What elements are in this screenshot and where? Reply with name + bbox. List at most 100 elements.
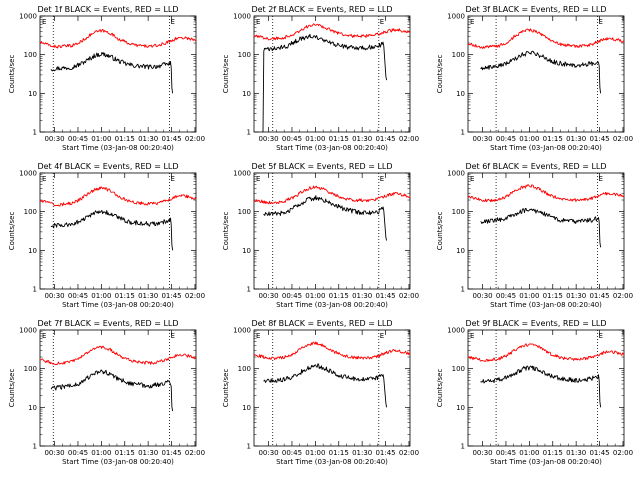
x-tick-label: 01:00 (91, 449, 111, 457)
panel-title: Det 5f BLACK = Events, RED = LLD (251, 162, 392, 171)
y-tick-label: 100 (238, 51, 251, 59)
x-tick-label: 02:00 (185, 292, 205, 300)
x-axis-label: Start Time (03-Jan-08 00:20:40) (62, 458, 174, 466)
y-tick-label: 1 (33, 129, 37, 137)
y-tick-label: 100 (452, 208, 465, 216)
x-tick-label: 01:00 (305, 135, 325, 143)
panel-title: Det 3f BLACK = Events, RED = LLD (465, 5, 606, 14)
x-tick-label: 01:30 (138, 449, 158, 457)
x-tick-label: 02:00 (399, 449, 419, 457)
x-tick-label: 01:00 (91, 135, 111, 143)
x-tick-label: 01:00 (305, 292, 325, 300)
x-tick-label: 00:45 (68, 292, 88, 300)
x-tick-label: 00:30 (472, 135, 492, 143)
series-lld-line (39, 186, 197, 207)
series-lld-line (253, 23, 411, 41)
series-lld-line (254, 341, 411, 361)
x-tick-label: 01:45 (375, 135, 395, 143)
x-tick-label: 01:30 (352, 292, 372, 300)
event-marker-label: E (380, 18, 384, 26)
series-events-line (50, 369, 174, 412)
panel-det-6: Det 6f BLACK = Events, RED = LLD 1 10 100 10… (436, 162, 633, 309)
panel-det-2: Det 2f BLACK = Events, RED = LLD 1 10 100 10… (222, 5, 419, 152)
x-tick-label: 02:00 (613, 135, 633, 143)
y-tick-label: 100 (24, 208, 37, 216)
y-tick-label: 10 (28, 247, 37, 255)
x-axis-label: Start Time (03-Jan-08 00:20:40) (276, 301, 388, 309)
event-marker-label: E (598, 18, 602, 26)
x-tick-label: 00:30 (258, 292, 278, 300)
y-tick-label: 10 (28, 404, 37, 412)
series-events-line (480, 50, 602, 94)
x-axis-label: Start Time (03-Jan-08 00:20:40) (62, 301, 174, 309)
series-events-line (262, 33, 388, 133)
x-tick-label: 01:15 (329, 135, 349, 143)
x-tick-label: 01:45 (161, 449, 181, 457)
x-tick-label: 02:00 (399, 135, 419, 143)
y-tick-label: 1000 (233, 13, 251, 21)
panel-det-7: Det 7f BLACK = Events, RED = LLD 1 10 100 10… (8, 319, 205, 466)
x-axis-label: Start Time (03-Jan-08 00:20:40) (490, 144, 602, 152)
y-tick-label: 10 (28, 90, 37, 98)
x-tick-label: 02:00 (399, 292, 419, 300)
y-axis-label: Counts/sec (8, 55, 16, 94)
series-events-line (50, 51, 174, 94)
event-marker-label: E (42, 18, 46, 26)
x-tick-label: 01:15 (115, 135, 135, 143)
x-tick-label: 01:30 (566, 292, 586, 300)
panel-det-1: Det 1f BLACK = Events, RED = LLD 1 10 100 10… (8, 5, 205, 152)
y-tick-label: 100 (24, 51, 37, 59)
y-tick-label: 10 (242, 247, 251, 255)
y-axis-label: Counts/sec (8, 212, 16, 251)
x-tick-label: 01:45 (589, 449, 609, 457)
x-tick-label: 01:30 (352, 449, 372, 457)
series-events-line (480, 208, 602, 248)
plot-frame (39, 15, 197, 133)
panel-det-8: Det 8f BLACK = Events, RED = LLD 1 10 100 10… (222, 319, 419, 466)
y-axis-label: Counts/sec (436, 212, 444, 251)
plot-frame (253, 15, 411, 133)
x-tick-label: 00:30 (472, 292, 492, 300)
panel-det-3: Det 3f BLACK = Events, RED = LLD 1 10 100 10… (436, 5, 633, 152)
x-tick-label: 00:45 (282, 135, 302, 143)
panel-title: Det 6f BLACK = Events, RED = LLD (465, 162, 606, 171)
x-tick-label: 01:45 (589, 135, 609, 143)
x-tick-label: 01:15 (543, 449, 563, 457)
y-tick-label: 10 (456, 404, 465, 412)
x-tick-label: 01:00 (519, 449, 539, 457)
series-events-line (263, 363, 388, 408)
x-tick-label: 01:00 (305, 449, 325, 457)
y-tick-label: 100 (238, 208, 251, 216)
x-tick-label: 01:45 (589, 292, 609, 300)
y-tick-label: 1000 (233, 170, 251, 178)
panel-title: Det 4f BLACK = Events, RED = LLD (37, 162, 178, 171)
y-tick-label: 1 (247, 286, 251, 294)
panel-det-9: Det 9f BLACK = Events, RED = LLD 1 10 100 10… (436, 319, 633, 466)
x-axis-label: Start Time (03-Jan-08 00:20:40) (276, 144, 388, 152)
y-axis-label: Counts/sec (222, 369, 230, 408)
x-tick-label: 01:15 (329, 449, 349, 457)
panel-title: Det 7f BLACK = Events, RED = LLD (37, 319, 178, 328)
x-tick-label: 01:45 (161, 292, 181, 300)
x-tick-label: 00:45 (496, 135, 516, 143)
y-tick-label: 1000 (447, 170, 465, 178)
x-tick-label: 00:30 (472, 449, 492, 457)
event-marker-label: E (380, 332, 384, 340)
event-marker-label: E (598, 175, 602, 183)
plot-frame (39, 329, 197, 447)
series-events-line (263, 195, 388, 241)
x-tick-label: 00:30 (44, 135, 64, 143)
series-lld-line (39, 345, 197, 366)
plot-frame (253, 329, 411, 447)
event-marker-label: E (42, 175, 46, 183)
x-tick-label: 00:45 (68, 449, 88, 457)
y-tick-label: 1 (247, 129, 251, 137)
plot-frame (467, 15, 625, 133)
y-tick-label: 100 (24, 365, 37, 373)
plot-frame (467, 172, 625, 290)
x-tick-label: 02:00 (613, 292, 633, 300)
panel-title: Det 2f BLACK = Events, RED = LLD (251, 5, 392, 14)
event-marker-label: E (170, 175, 174, 183)
y-tick-label: 1 (33, 286, 37, 294)
